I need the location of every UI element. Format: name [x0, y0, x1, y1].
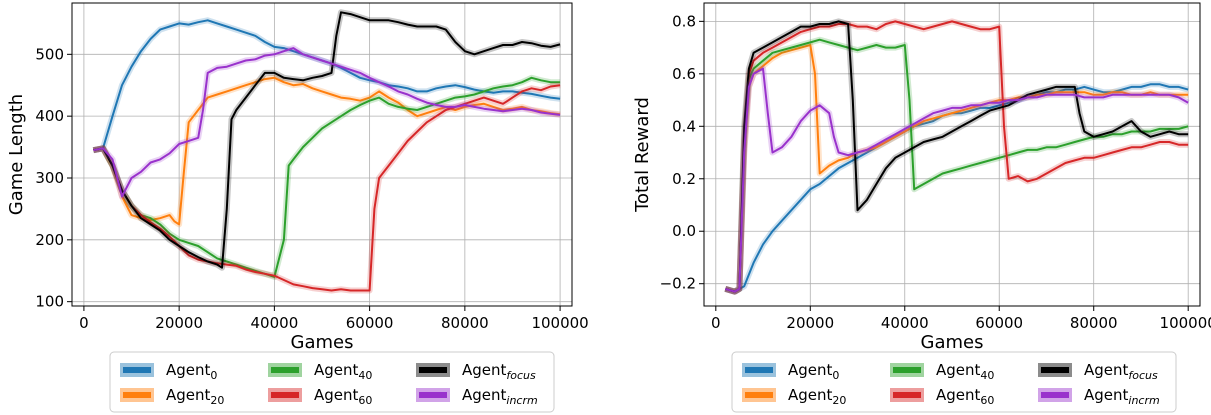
- x-tick-label: 60000: [346, 314, 394, 332]
- legend-entry-20: Agent20: [166, 386, 224, 407]
- plot-frame: [703, 2, 1201, 307]
- y-axis-label: Game Length: [6, 94, 27, 215]
- x-tick-label: 100000: [1160, 314, 1211, 332]
- chart-2: 0 20000 40000 60000 80000 100000 −0.2 0.0 0.2 0.4…: [632, 2, 1211, 413]
- legend-entry-40: Agent40: [314, 361, 372, 382]
- y-tick-label: 0.6: [672, 65, 696, 83]
- x-tick-label: 100000: [531, 314, 588, 332]
- chart-1: 0 20000 40000 60000 80000 100000 100 200 300 400 5…: [6, 2, 589, 413]
- x-tick-label: 20000: [155, 314, 203, 332]
- x-tick-label: 0: [711, 314, 721, 332]
- series-line-focus: [93, 11, 561, 269]
- x-tick-label: 40000: [251, 314, 299, 332]
- x-tick-label: 20000: [786, 314, 834, 332]
- y-tick-label: 300: [35, 169, 64, 187]
- series-line-incrm: [725, 67, 1189, 293]
- y-tick-label: 200: [35, 231, 64, 249]
- x-axis-label: Games: [921, 332, 984, 353]
- y-tick-label: 0.0: [672, 222, 696, 240]
- x-tick-label: 40000: [881, 314, 929, 332]
- series-group: [724, 18, 1190, 295]
- legend-entry-focus: Agentfocus: [1084, 361, 1158, 382]
- series-band-0: [724, 81, 1190, 295]
- legend-entry-60: Agent60: [936, 386, 994, 407]
- plot-frame: [71, 2, 573, 307]
- legend-swatch: [123, 392, 151, 398]
- legend-entry-focus: Agentfocus: [462, 361, 536, 382]
- legend-swatch: [419, 392, 447, 398]
- y-tick-label: 0.8: [672, 12, 696, 30]
- y-tick-label: 400: [35, 107, 64, 125]
- legend-swatch: [1041, 367, 1069, 373]
- legend-swatch: [271, 367, 299, 373]
- legend-entry-20: Agent20: [788, 386, 846, 407]
- series-line-20: [725, 44, 1189, 293]
- legend-swatch: [271, 392, 299, 398]
- series-band-incrm: [724, 65, 1190, 295]
- legend-swatch: [893, 392, 921, 398]
- series-band-focus: [724, 18, 1189, 295]
- series-band-60: [724, 18, 1189, 295]
- y-tick-label: 500: [35, 45, 64, 63]
- x-axis-label: Games: [291, 332, 354, 353]
- legend-entry-incrm: Agentincrm: [462, 386, 538, 407]
- legend-swatch: [419, 367, 447, 373]
- y-axis-label: Total Reward: [632, 97, 653, 213]
- legend-swatch: [893, 367, 921, 373]
- legend-swatch: [745, 367, 773, 373]
- legend-entry-60: Agent60: [314, 386, 372, 407]
- legend-swatch: [745, 392, 773, 398]
- legend: Agent0 Agent20 Agent40 Agent60 Agentfocus Age…: [109, 351, 555, 413]
- series-band-0: [92, 17, 561, 154]
- legend-swatch: [1041, 392, 1069, 398]
- series-line-40: [725, 38, 1189, 293]
- y-tick-label: 0.2: [672, 170, 696, 188]
- legend-entry-incrm: Agentincrm: [1084, 386, 1160, 407]
- series-band-40: [724, 36, 1189, 295]
- legend-swatch: [123, 367, 151, 373]
- x-tick-label: 80000: [441, 314, 489, 332]
- series-line-40: [93, 76, 561, 278]
- series-line-incrm: [93, 47, 561, 198]
- legend-entry-0: Agent0: [788, 361, 839, 382]
- series-line-60: [93, 84, 561, 292]
- legend-entry-0: Agent0: [166, 361, 217, 382]
- y-tick-label: −0.2: [660, 275, 696, 293]
- series-group: [92, 9, 561, 294]
- legend: Agent0 Agent20 Agent40 Agent60 Agentfocus Age…: [731, 351, 1177, 413]
- legend-entry-40: Agent40: [936, 361, 994, 382]
- y-tick-label: 0.4: [672, 117, 696, 135]
- series-line-60: [725, 20, 1189, 293]
- series-line-20: [93, 76, 561, 226]
- series-line-0: [93, 19, 561, 152]
- y-tick-label: 100: [35, 293, 64, 311]
- x-tick-label: 0: [79, 314, 89, 332]
- series-line-focus: [725, 20, 1189, 293]
- x-tick-label: 80000: [1070, 314, 1118, 332]
- x-tick-label: 60000: [975, 314, 1023, 332]
